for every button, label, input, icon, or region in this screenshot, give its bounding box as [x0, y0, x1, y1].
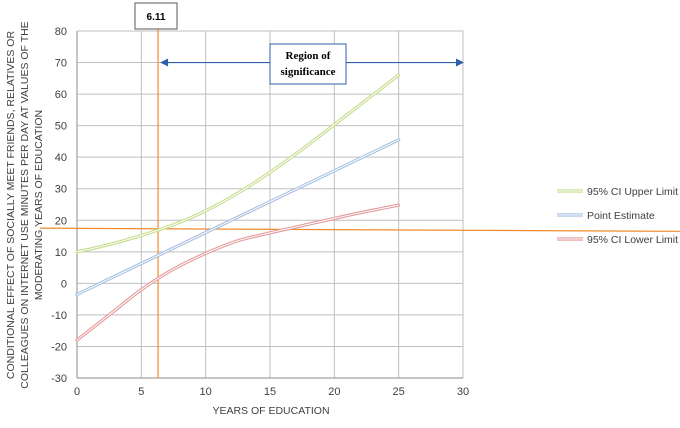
threshold-label: 6.11 [147, 12, 166, 23]
x-tick-label: 25 [393, 386, 405, 398]
region-label-line1: Region of [286, 50, 331, 62]
x-tick-label: 0 [74, 386, 80, 398]
y-axis-title: CONDITIONAL EFFECT OF SOCIALLY MEET FRIE… [5, 21, 45, 388]
series-line-inner-95-ci-upper-limit [76, 74, 400, 253]
y-tick-label: 40 [55, 152, 67, 164]
data-series [75, 73, 401, 342]
x-tick-label: 15 [264, 386, 276, 398]
legend-label: 95% CI Lower Limit [587, 234, 678, 246]
series-line-inner-95-ci-lower-limit [76, 204, 400, 341]
legend-label: Point Estimate [587, 210, 655, 222]
region-label-line2: significance [281, 66, 336, 78]
plot-gridlines [76, 30, 464, 379]
threshold-horizontal-line [39, 227, 680, 232]
y-tick-label: 50 [55, 121, 67, 133]
x-axis-title: YEARS OF EDUCATION [212, 405, 329, 417]
region-arrow-left-head [160, 58, 169, 67]
y-tick-label: 0 [61, 278, 67, 290]
legend-label: 95% CI Upper Limit [587, 186, 678, 198]
region-label-box [269, 43, 347, 85]
y-axis-title-line-3: MODERATING YEARS OF EDUCATION [33, 110, 45, 300]
y-axis-title-line-1: CONDITIONAL EFFECT OF SOCIALLY MEET FRIE… [5, 31, 17, 380]
y-tick-label: 10 [55, 247, 67, 259]
y-tick-label: 20 [55, 215, 67, 227]
x-tick-labels: 0 5 10 15 20 25 30 [74, 386, 469, 398]
y-axis-title-line-2: COLLEAGUES ON INTERNET USE MINUTES PER D… [19, 21, 31, 388]
y-tick-label: 60 [55, 89, 67, 101]
y-tick-label: 70 [55, 58, 67, 70]
plot-axes [76, 31, 463, 379]
y-tick-label: -10 [51, 310, 67, 322]
region-arrow-right-head [456, 58, 464, 67]
y-tick-label: -30 [51, 373, 67, 385]
threshold-label-box [134, 2, 178, 30]
x-tick-label: 10 [200, 386, 212, 398]
y-tick-label: -20 [51, 341, 67, 353]
x-tick-label: 30 [457, 386, 469, 398]
y-tick-labels: 80 70 60 50 40 30 20 10 0 -10 -20 -30 [51, 26, 67, 385]
x-tick-label: 5 [138, 386, 144, 398]
y-tick-label: 80 [55, 26, 67, 38]
y-tick-label: 30 [55, 184, 67, 196]
series-line-inner-point-estimate [76, 139, 400, 295]
x-tick-label: 20 [328, 386, 340, 398]
legend: 95% CI Upper Limit Point Estimate 95% CI L… [557, 186, 678, 246]
reference-lines [39, 29, 680, 378]
